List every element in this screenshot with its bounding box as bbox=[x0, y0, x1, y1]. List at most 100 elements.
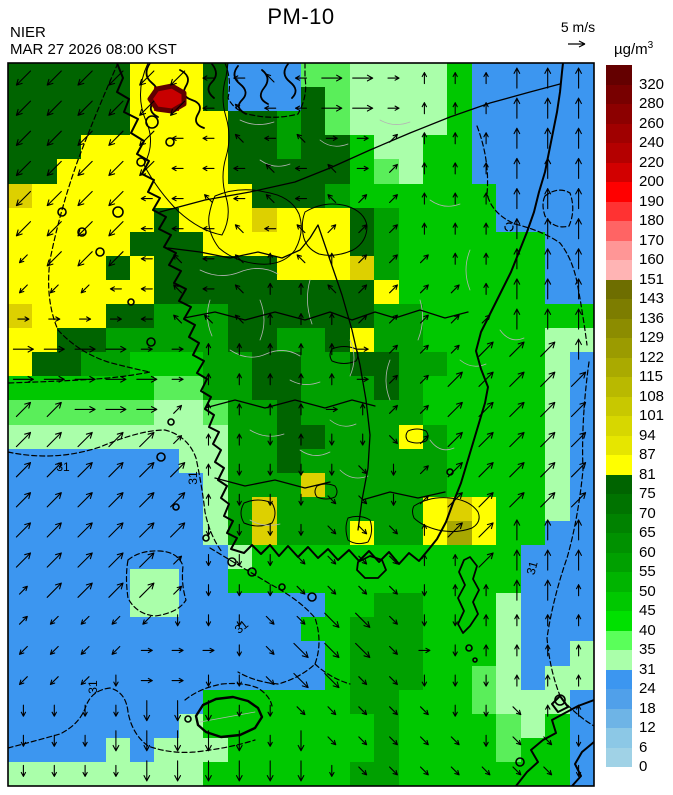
map-cell bbox=[398, 328, 424, 353]
map-cell bbox=[423, 641, 448, 666]
wind-arrow bbox=[202, 286, 215, 292]
wind-arrow bbox=[265, 73, 275, 83]
wind-arrow bbox=[77, 492, 93, 508]
wind-arrow bbox=[450, 314, 460, 324]
map-cell bbox=[105, 665, 131, 690]
wind-arrow bbox=[296, 133, 306, 143]
wind-arrow bbox=[513, 97, 521, 119]
wind-arrow bbox=[233, 165, 246, 172]
map-cell bbox=[81, 617, 106, 642]
wind-arrow bbox=[358, 495, 368, 505]
map-cell bbox=[300, 617, 326, 642]
wind-arrow bbox=[267, 554, 273, 567]
map-cell bbox=[56, 641, 82, 666]
map-cell bbox=[349, 737, 375, 762]
wind-arrow bbox=[202, 256, 215, 262]
wind-arrow bbox=[294, 75, 308, 81]
wind-arrow bbox=[356, 376, 369, 382]
map-cell bbox=[32, 400, 57, 425]
wind-arrow bbox=[202, 135, 215, 141]
wind-arrow bbox=[205, 614, 212, 627]
wind-arrow bbox=[236, 704, 242, 717]
colorbar-tick-label: 220 bbox=[639, 153, 665, 171]
map-cell bbox=[300, 496, 326, 521]
wind-arrow bbox=[329, 433, 335, 446]
map-cell bbox=[130, 569, 155, 594]
map-cell bbox=[154, 689, 179, 714]
wind-arrow bbox=[452, 704, 458, 717]
wind-arrow bbox=[170, 100, 186, 116]
wind-arrow bbox=[575, 97, 582, 119]
county-borders bbox=[199, 119, 525, 723]
wind-arrow bbox=[205, 373, 212, 386]
wind-arrow bbox=[77, 100, 93, 116]
wind-arrow bbox=[447, 462, 463, 478]
map-cell bbox=[496, 400, 521, 425]
dashed-contour-bottom-left bbox=[8, 687, 256, 753]
map-cell bbox=[56, 87, 82, 112]
wind-arrow bbox=[544, 278, 552, 300]
wind-arrow bbox=[481, 766, 491, 776]
wind-arrow bbox=[327, 706, 337, 716]
wind-arrow bbox=[324, 672, 340, 689]
map-cell bbox=[325, 713, 350, 738]
map-cell bbox=[81, 207, 106, 232]
map-cell bbox=[81, 255, 106, 280]
wind-arrow bbox=[478, 522, 494, 538]
wind-arrow bbox=[419, 706, 429, 716]
colorbar-tick-label: 31 bbox=[639, 660, 656, 678]
wind-arrow bbox=[421, 162, 428, 175]
map-cell bbox=[154, 63, 179, 88]
map-cell bbox=[81, 448, 106, 473]
wind-arrow bbox=[77, 190, 93, 207]
contour-value-label: 31 bbox=[232, 617, 251, 637]
map-cell bbox=[569, 545, 594, 570]
wind-arrow bbox=[329, 764, 335, 777]
map-cell bbox=[56, 279, 82, 304]
map-cell bbox=[398, 111, 424, 136]
wind-arrow bbox=[139, 492, 155, 508]
map-cell bbox=[81, 665, 106, 690]
colorbar-segment bbox=[606, 591, 632, 611]
wind-arrow bbox=[15, 190, 32, 207]
map-cell bbox=[325, 87, 350, 112]
colorbar-segment bbox=[606, 513, 632, 533]
map-cell bbox=[8, 496, 33, 521]
wind-arrow bbox=[389, 404, 398, 414]
map-cell bbox=[227, 376, 253, 401]
map-cell bbox=[32, 87, 57, 112]
wind-arrow bbox=[358, 224, 368, 234]
wind-arrow bbox=[82, 734, 88, 747]
map-cell bbox=[81, 520, 106, 545]
map-cell bbox=[81, 304, 106, 329]
wind-arrow bbox=[575, 704, 582, 717]
map-cell bbox=[178, 569, 204, 594]
wind-arrow bbox=[389, 163, 398, 173]
wind-arrow bbox=[46, 522, 62, 538]
map-cell bbox=[276, 376, 301, 401]
map-cell bbox=[398, 761, 424, 786]
map-cell bbox=[520, 159, 546, 184]
map-cell bbox=[545, 424, 570, 449]
wind-arrow bbox=[139, 100, 155, 116]
wind-arrow bbox=[140, 256, 153, 262]
wind-arrow bbox=[390, 463, 397, 476]
wind-arrow bbox=[77, 582, 93, 598]
wind-arrow bbox=[540, 431, 556, 448]
wind-arrow bbox=[321, 104, 343, 112]
wind-arrow bbox=[108, 160, 124, 177]
wind-arrow bbox=[267, 584, 273, 597]
wind-arrow bbox=[267, 734, 273, 747]
colorbar-segment bbox=[606, 689, 632, 709]
wind-arrow bbox=[452, 644, 458, 657]
wind-arrow bbox=[452, 132, 458, 145]
wind-arrow bbox=[513, 308, 521, 330]
map-cell bbox=[56, 689, 82, 714]
map-cell bbox=[545, 496, 570, 521]
wind-arrow bbox=[236, 644, 242, 657]
wind-arrow bbox=[329, 373, 335, 386]
wind-arrow bbox=[358, 284, 368, 294]
colorbar-tick-label: 65 bbox=[639, 524, 656, 541]
wind-arrow bbox=[20, 704, 27, 717]
map-cell bbox=[8, 328, 33, 353]
